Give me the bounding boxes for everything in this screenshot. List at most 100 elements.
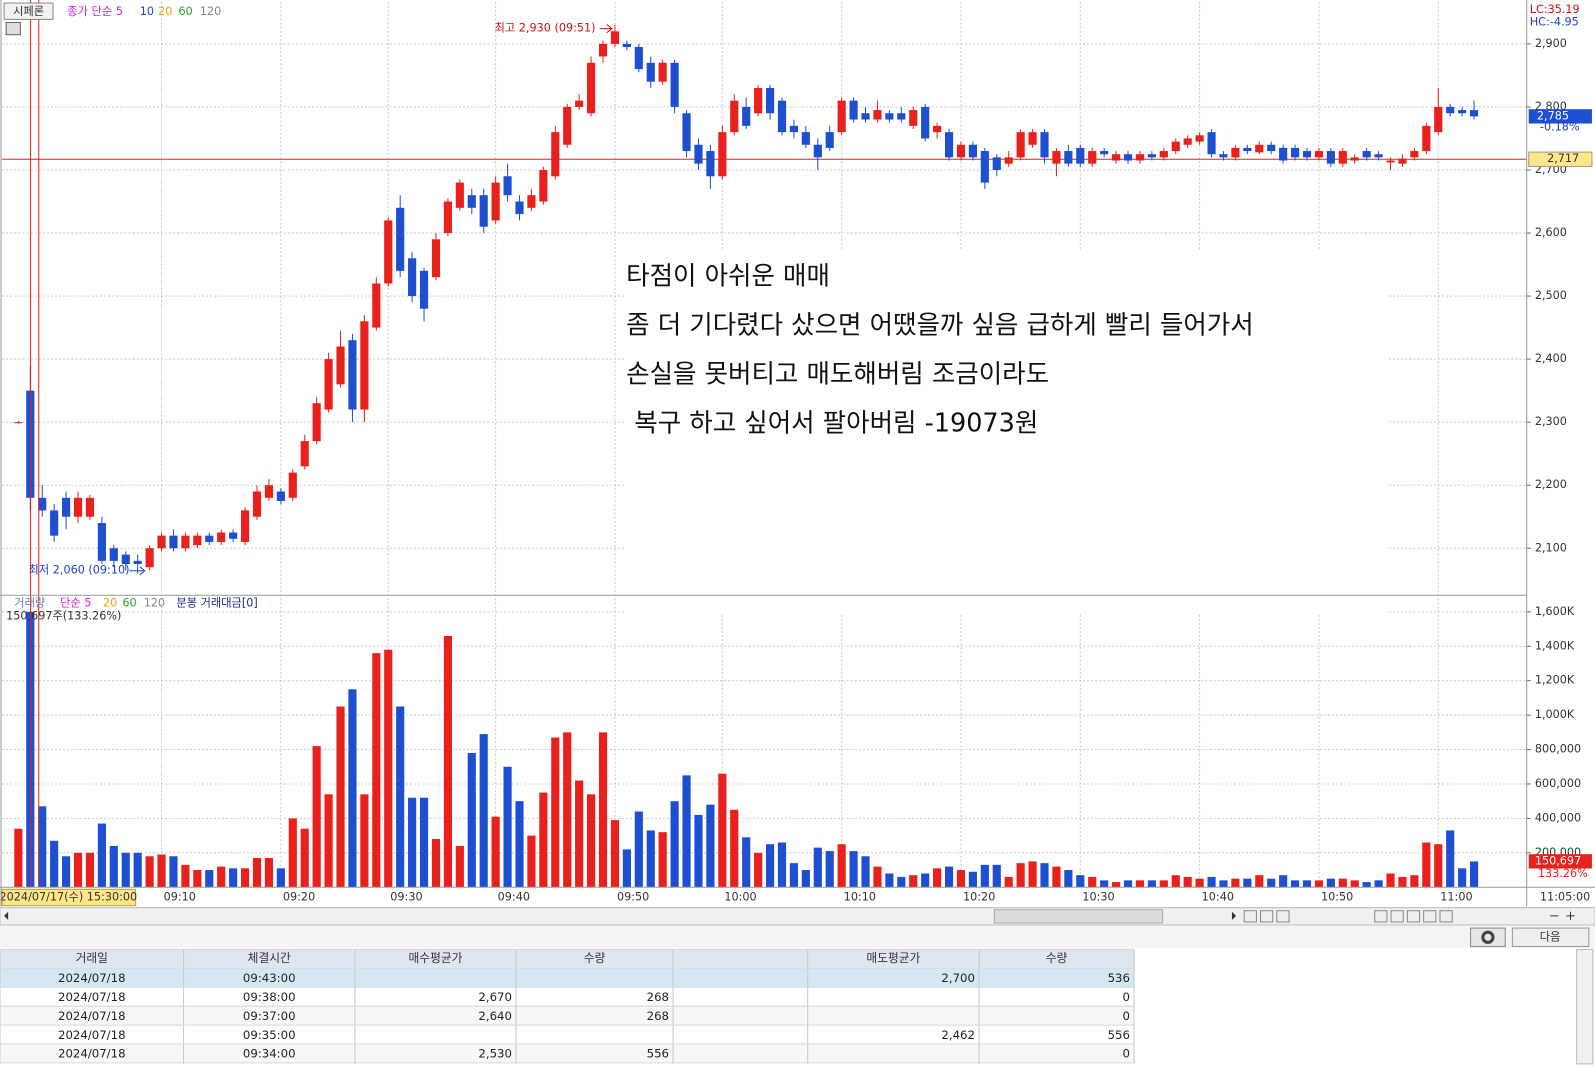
candle-body [777,100,787,133]
y-tick-label: 1,000K [1535,708,1575,721]
zoom-controls[interactable] [1243,910,1575,923]
candle-body [1279,147,1288,161]
volume-bar [956,870,966,888]
volume-bar [276,868,285,888]
table-row[interactable] [0,1044,1135,1064]
arrow [599,24,613,34]
volume-bar [396,706,405,888]
volume-bar [85,852,95,888]
volume-bar [730,809,739,888]
candle-body [491,182,500,221]
table-cell: 2024/07/18 [58,1009,126,1023]
legend-item: 120 [144,596,165,609]
table-header: 매도평균가 [866,951,920,965]
table-cell: 09:37:00 [243,1009,296,1023]
next-button[interactable] [1511,927,1590,947]
x-tick-label: 10:50 [1321,890,1353,903]
volume-bar [121,852,130,888]
volume-bar [825,851,834,888]
volume-bar [587,794,596,888]
time-box [1,888,137,907]
candle-body [1207,132,1216,155]
candle-body [670,62,679,107]
scroll-thumb[interactable] [993,909,1164,924]
candle-body [944,132,954,158]
volume-bar [1123,880,1133,888]
volume-bar [646,830,655,888]
volume-tag [1528,854,1592,869]
legend-item: 거래량 [14,596,45,609]
volume-bar [980,864,989,888]
volume-bar [1326,878,1335,888]
candle-body [276,491,285,501]
table-cell: 2024/07/18 [58,971,126,985]
table-header: 수량 [1046,951,1068,965]
volume-bar [1338,878,1347,888]
volume-bar [252,857,262,888]
volume-bar [1243,878,1252,888]
volume-bar [1386,873,1395,888]
candle-body [1255,144,1264,153]
symbol-box[interactable] [3,2,54,20]
table-cell: 0 [1122,1009,1129,1023]
volume-bar [1147,880,1156,888]
table-cell: 0 [1122,990,1129,1004]
volume-bar [682,775,691,888]
icon[interactable] [5,21,21,36]
candle-body [181,535,190,549]
candle-body [1469,110,1479,117]
volume-bar [205,870,214,888]
volume-bar [515,801,524,888]
candle-body [1231,147,1240,158]
candle-body [1374,154,1383,158]
table-cell: 268 [647,990,669,1004]
volume-bar [849,851,858,888]
volume-bar [1195,878,1204,888]
reference-tag [1528,151,1593,167]
y-tick-label: 1,600K [1535,605,1575,618]
table-row[interactable] [0,987,1135,1007]
volume-bar [467,752,476,888]
volume-bar [670,801,679,888]
volume-bar [563,732,572,888]
x-tick-label: 10:10 [844,890,876,903]
candle-body [455,182,464,208]
settings-button[interactable] [1470,927,1506,947]
volume-bar [718,773,727,888]
table-row[interactable] [0,1006,1135,1026]
candle-body [634,47,643,70]
volume-bar [1290,880,1300,888]
candle-body [324,359,333,410]
candle-body [1219,154,1228,158]
candle-body [1147,154,1156,158]
candle-body [718,132,727,177]
table-row[interactable] [0,1025,1135,1045]
volume-bar [706,804,715,888]
volume-bar [372,653,381,888]
volume-bar [1422,842,1431,888]
volume-bar [324,794,333,888]
volume-bar [1469,861,1479,888]
volume-bar [1267,878,1276,888]
candle-body [873,110,882,120]
volume-bar [1076,875,1085,888]
table-row[interactable] [0,968,1135,988]
volume-bar [300,828,309,888]
candle-body [503,176,512,196]
volume-bar [933,868,942,888]
volume-label: 150,697 [1535,854,1581,867]
volume-bar [419,797,429,888]
candle-body [1422,125,1431,152]
candle-body [1052,151,1061,164]
table-header: 매수평균가 [409,951,463,965]
volume-bar [944,866,954,888]
candle-body [825,132,834,148]
volume-bar [443,635,452,888]
candle-body [1123,154,1133,161]
candle-body [312,403,321,442]
candle-body [109,548,118,561]
scrollbar[interactable] [0,907,1595,926]
legend-item: 단순 5 [60,596,91,609]
table-scrollbar[interactable] [1576,949,1594,1065]
